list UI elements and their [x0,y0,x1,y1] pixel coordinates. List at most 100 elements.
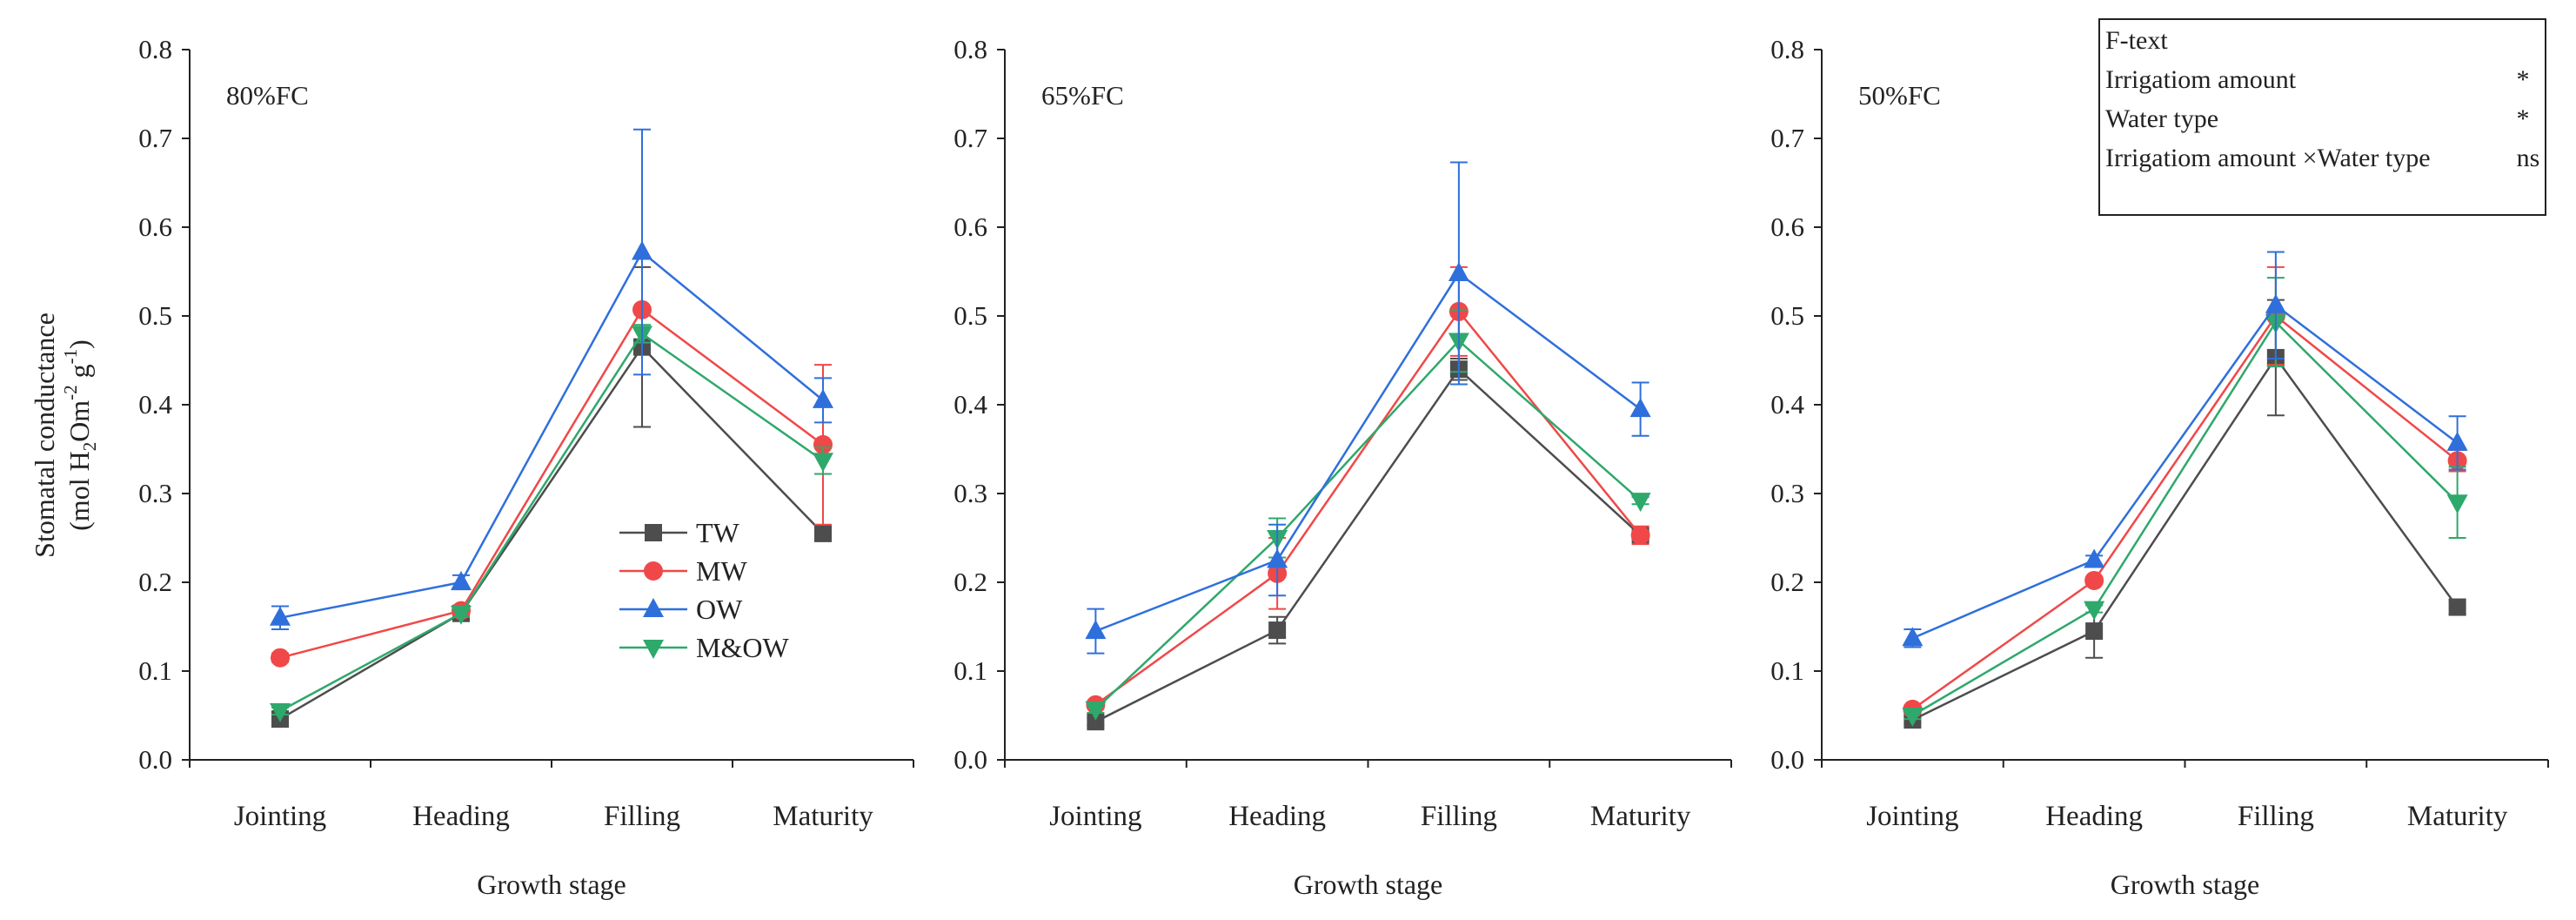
y-tick-label: 0.8 [1770,34,1804,64]
panel-3: 0.0 0.1 0.2 0.3 0.4 0.5 0.6 0.7 0.8 Jointing Headi… [1770,34,2549,900]
stats-row-value-2: * [2517,104,2530,133]
series-tw [1087,357,1649,731]
series-mandow [1085,308,1651,721]
panel-label: 65%FC [1041,80,1124,111]
x-tick-label: Maturity [1590,801,1691,832]
stats-row-label-1: Irrigatiom amount [2105,65,2297,94]
data-point [2448,598,2466,616]
y-tick-label: 0.2 [1770,567,1804,597]
stats-row-label-3: Irrigatiom amount ×Water type [2105,144,2431,172]
data-point [2446,494,2468,514]
data-point [1448,262,1469,282]
y-tick-label: 0.7 [138,123,172,153]
series-line [279,332,824,713]
y-tick-label: 0.6 [953,212,987,242]
x-tick-label: Heading [2045,801,2143,832]
data-point [2446,431,2468,451]
series-line [1911,303,2459,640]
data-point [1085,701,1107,721]
data-point [813,434,833,454]
data-point [2265,293,2286,313]
y-tick-label: 0.4 [953,389,987,420]
y-tick-label: 0.0 [953,744,987,775]
data-point [2084,570,2104,590]
legend-item-mw: MW [619,555,747,587]
y-tick-label: 0.7 [953,123,987,153]
y-tick-label: 0.3 [953,478,987,508]
stats-row-label-2: Water type [2105,104,2218,133]
y-tick-label: 0.4 [1770,389,1804,420]
legend: TW MW OW M&OW [619,517,789,663]
series-line [1094,309,1642,706]
data-point [813,453,833,473]
data-point [1902,708,1924,727]
data-point [2084,601,2105,621]
data-point [1085,620,1107,640]
series-mw [1086,265,1650,715]
data-point [632,240,652,260]
legend-label: M&OW [696,632,789,663]
y-tick-label: 0.6 [1770,212,1804,242]
stats-table-frame [2098,18,2546,216]
x-tick-label: Heading [412,801,510,832]
data-point [2084,548,2105,568]
series-line [1094,339,1642,710]
series-line [1911,355,2459,722]
x-tick-label: Maturity [2407,801,2508,832]
stats-row-value-1: * [2517,65,2530,94]
data-point [270,606,291,626]
data-point [1629,398,1651,418]
series-ow [1085,161,1651,655]
y-tick-label: 0.5 [138,300,172,331]
data-point [813,388,833,408]
y-tick-label: 0.3 [1770,478,1804,508]
x-axis-title: Growth stage [1294,869,1443,900]
data-point [1629,493,1651,513]
x-tick-label: Jointing [234,801,326,832]
panel-label: 50%FC [1858,80,1941,111]
y-tick-label: 0.0 [138,744,172,775]
legend-marker [643,598,664,617]
panels: 0.0 0.1 0.2 0.3 0.4 0.5 0.6 0.7 0.8 Jointing Headi… [138,34,2549,900]
y-tick-label: 0.5 [953,300,987,331]
legend-item-tw: TW [619,517,740,548]
stats-table-header: F-text [2105,26,2168,55]
panel-label: 80%FC [226,80,309,111]
data-point [1267,548,1288,568]
x-tick-label: Jointing [1049,801,1141,832]
panel-2: 0.0 0.1 0.2 0.3 0.4 0.5 0.6 0.7 0.8 Jointing Headi… [953,34,1732,900]
x-tick-label: Filling [1421,801,1497,832]
series-ow [270,128,833,631]
series-ow [1902,251,2468,648]
stats-table: F-text Irrigatiom amount * Water type * … [2098,18,2546,216]
data-point [1902,627,1924,647]
y-tick-label: 0.7 [1770,123,1804,153]
y-axis-title: Stomatal conductance (mol H2Om-2 g-1) [29,312,100,558]
x-tick-label: Jointing [1866,801,1958,832]
series-mandow [1902,277,2468,727]
data-point [451,605,472,625]
series-tw [1904,299,2466,729]
y-tick-label: 0.0 [1770,744,1804,775]
x-tick-label: Filling [604,801,680,832]
data-point [1087,713,1105,731]
legend-item-ow: OW [619,594,743,625]
y-tick-label: 0.5 [1770,300,1804,331]
data-point [814,524,832,542]
x-axis-title: Growth stage [477,869,626,900]
stats-row-value-3: ns [2517,144,2540,172]
y-axis-title-line1: Stomatal conductance [29,312,60,558]
data-point [271,648,290,668]
series-line [279,345,824,721]
legend-item-mandow: M&OW [619,632,789,663]
series-line [279,308,824,659]
series-line [1911,314,2459,710]
series-line [1911,320,2459,717]
x-axis-title: Growth stage [2111,869,2260,900]
data-point [451,571,472,590]
legend-marker [643,640,664,659]
y-tick-label: 0.8 [953,34,987,64]
series-line [279,250,824,620]
